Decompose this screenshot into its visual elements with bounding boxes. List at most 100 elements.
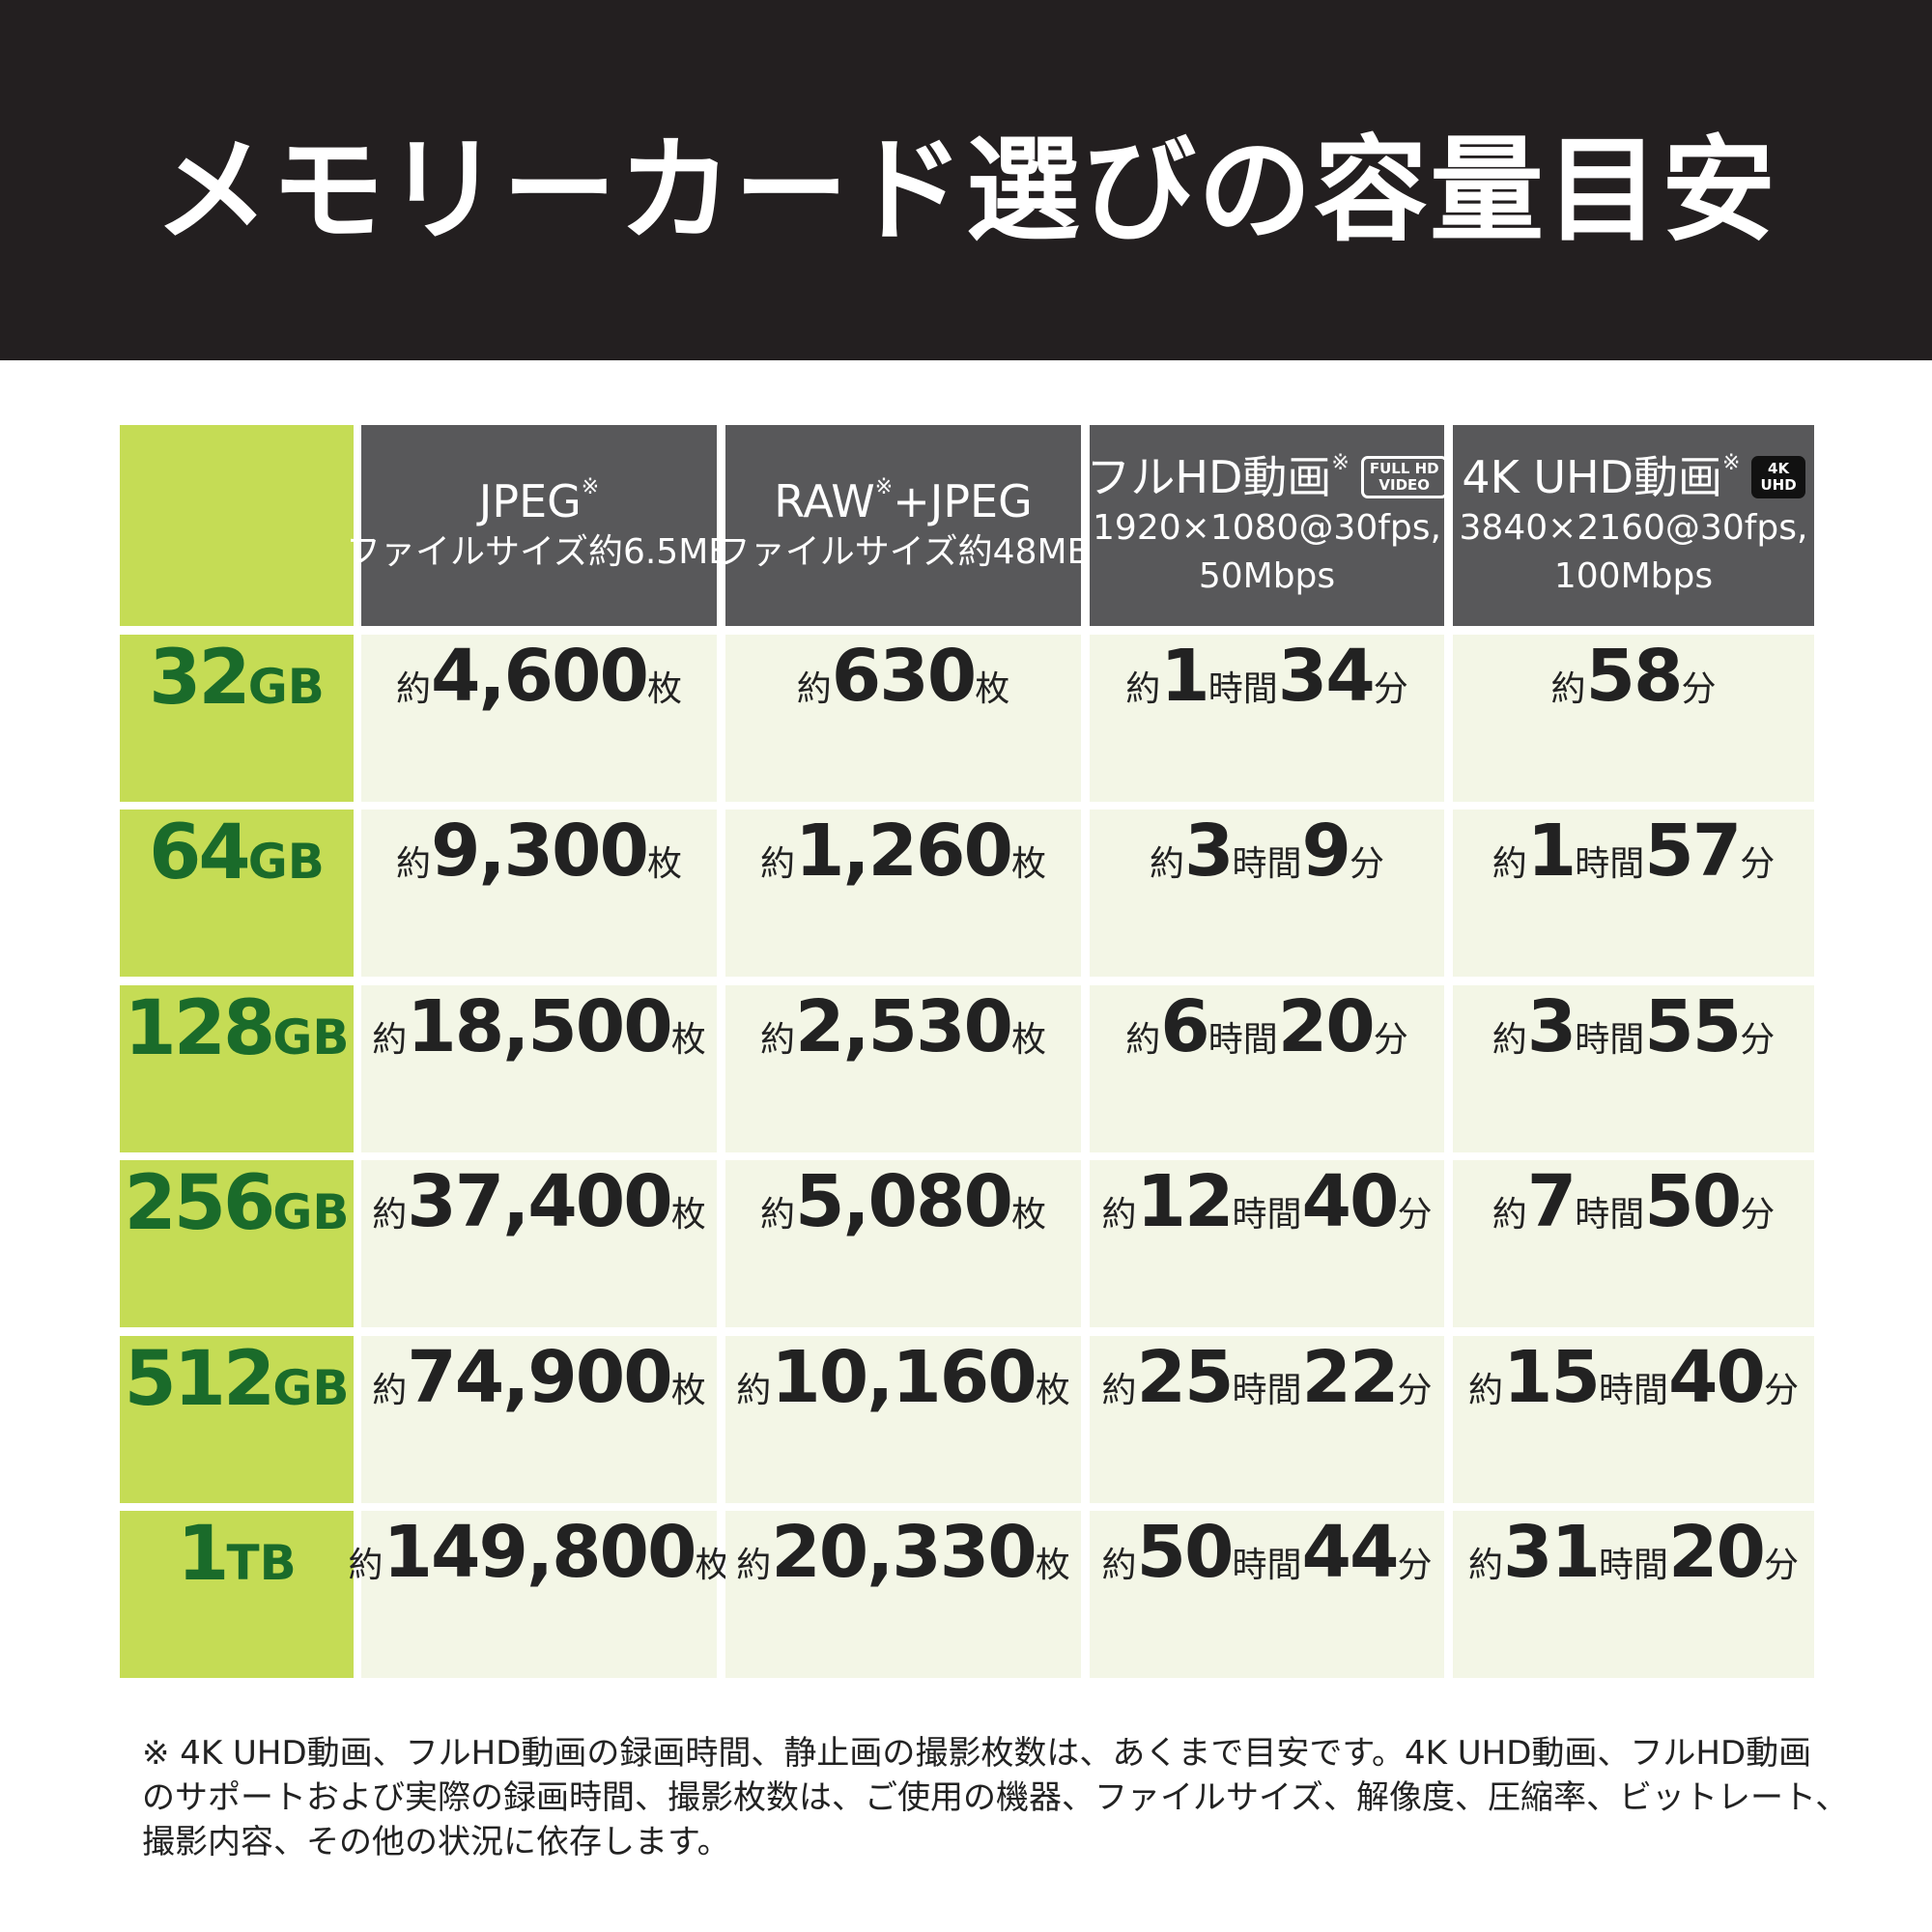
cell-number: 57 — [1644, 810, 1742, 894]
badge-text: FULL HD — [1369, 460, 1439, 477]
cell-unit: 枚 — [670, 1370, 706, 1410]
table-cell: 約 74,900 枚 — [361, 1335, 717, 1503]
table-cell: 約 1 時間 34 分 — [1090, 635, 1444, 802]
capacity-unit: GB — [272, 1009, 350, 1065]
title: メモリーカード選びの容量目安 — [154, 124, 1777, 257]
cell-unit: 約 — [1101, 1370, 1137, 1410]
cell-unit: 分 — [1397, 1195, 1433, 1236]
note-mark: ※ — [874, 475, 894, 499]
cell-unit: 約 — [1492, 1019, 1527, 1060]
capacity-label: 1 TB — [120, 1511, 354, 1678]
table-cell: 約 10,160 枚 — [725, 1335, 1081, 1503]
capacity-number: 256 — [124, 1160, 276, 1248]
cell-number: 5,080 — [794, 1160, 1013, 1244]
cell-number: 1 — [1526, 810, 1577, 894]
column-detail: ファイルサイズ約48MB — [715, 532, 1092, 572]
note-mark: ※ — [1722, 451, 1741, 475]
cell-number: 58 — [1585, 635, 1684, 718]
cell-unit: 約 — [1101, 1546, 1137, 1585]
column-name: フルHD動画 ※ FULL HD VIDEO — [1086, 450, 1448, 504]
table-cell: 約 18,500 枚 — [361, 984, 717, 1152]
table-cell: 約 3 時間 55 分 — [1453, 984, 1814, 1152]
cell-number: 7 — [1526, 1160, 1577, 1244]
cell-unit: 枚 — [647, 844, 683, 885]
cell-unit: 分 — [1373, 669, 1408, 709]
cell-unit: 枚 — [670, 1019, 706, 1060]
cell-unit: 約 — [759, 844, 795, 885]
capacity-unit: TB — [226, 1535, 297, 1591]
capacity-label: 64 GB — [120, 810, 354, 978]
cell-number: 37,400 — [407, 1160, 673, 1244]
cell-unit: 時間 — [1598, 1546, 1668, 1585]
cell-unit: 約 — [1125, 1019, 1161, 1060]
cell-unit: 約 — [372, 1019, 408, 1060]
column-header: フルHD動画 ※ FULL HD VIDEO 1920×1080@30fps, 50Mbp… — [1086, 425, 1448, 626]
cell-unit: 枚 — [975, 669, 1010, 709]
cell-unit: 分 — [1397, 1370, 1433, 1410]
capacity-number: 32 — [149, 635, 251, 722]
column-detail: 3840×2160@30fps, — [1459, 508, 1808, 548]
cell-number: 18,500 — [407, 984, 673, 1068]
cell-number: 50 — [1136, 1511, 1235, 1594]
cell-number: 630 — [831, 635, 977, 718]
table-cell: 約 6 時間 20 分 — [1090, 984, 1444, 1152]
cell-number: 12 — [1136, 1160, 1235, 1244]
column-name: JPEG ※ — [479, 474, 599, 528]
cell-number: 40 — [1668, 1335, 1766, 1419]
cell-unit: 分 — [1740, 1019, 1776, 1060]
table-cell: 約 5,080 枚 — [725, 1160, 1081, 1328]
badge-icon: 4K UHD — [1751, 456, 1805, 498]
table-cell: 約 7 時間 50 分 — [1453, 1160, 1814, 1328]
footnote-line: のサポートおよび実際の録画時間、撮影枚数は、ご使用の機器、ファイルサイズ、解像度… — [142, 1778, 1849, 1817]
cell-unit: 約 — [736, 1370, 772, 1410]
cell-unit: 約 — [348, 1546, 384, 1585]
capacity-number: 64 — [149, 810, 251, 897]
capacity-label: 256 GB — [120, 1160, 354, 1328]
cell-unit: 枚 — [1011, 844, 1047, 885]
cell-number: 40 — [1301, 1160, 1400, 1244]
badge-text: 4K — [1768, 460, 1790, 477]
cell-unit: 時間 — [1575, 1195, 1645, 1236]
footnote-line: ※ 4K UHD動画、フルHD動画の録画時間、静止画の撮影枚数は、あくまで目安で… — [142, 1734, 1812, 1773]
cell-number: 3 — [1183, 810, 1234, 894]
cell-number: 22 — [1301, 1335, 1400, 1419]
cell-unit: 分 — [1763, 1370, 1799, 1410]
cell-unit: 約 — [796, 669, 832, 709]
corner-cell — [120, 425, 354, 626]
footnote-line: 撮影内容、その他の状況に依存します。 — [142, 1823, 730, 1861]
cell-number: 20 — [1277, 984, 1376, 1068]
cell-number: 55 — [1644, 984, 1742, 1068]
cell-unit: 約 — [736, 1546, 772, 1585]
table-cell: 約 9,300 枚 — [361, 810, 717, 978]
cell-number: 3 — [1526, 984, 1577, 1068]
cell-unit: 枚 — [695, 1546, 730, 1585]
capacity-unit: GB — [272, 1359, 350, 1416]
cell-number: 20,330 — [771, 1511, 1037, 1594]
capacity-unit: GB — [247, 659, 325, 715]
badge-icon: FULL HD VIDEO — [1360, 456, 1448, 498]
capacity-number: 512 — [124, 1335, 276, 1423]
column-detail: ファイルサイズ約6.5MB — [346, 532, 732, 572]
cell-unit: 時間 — [1208, 1019, 1278, 1060]
cell-unit: 約 — [1125, 669, 1161, 709]
column-name: 4K UHD動画 ※ 4K UHD — [1462, 450, 1805, 504]
cell-number: 31 — [1503, 1511, 1601, 1594]
capacity-label: 128 GB — [120, 984, 354, 1152]
cell-number: 1 — [1160, 635, 1209, 718]
cell-unit: 約 — [1101, 1195, 1137, 1236]
cell-unit: 約 — [1467, 1370, 1503, 1410]
cell-unit: 枚 — [647, 669, 683, 709]
table-cell: 約 25 時間 22 分 — [1090, 1335, 1444, 1503]
footnote: ※ 4K UHD動画、フルHD動画の録画時間、静止画の撮影枚数は、あくまで目安で… — [142, 1731, 1848, 1864]
cell-unit: 時間 — [1575, 1019, 1645, 1060]
cell-unit: 約 — [395, 669, 431, 709]
capacity-unit: GB — [272, 1184, 350, 1241]
cell-unit: 分 — [1763, 1546, 1799, 1585]
column-detail: 1920×1080@30fps, — [1093, 508, 1441, 548]
column-title: JPEG — [478, 475, 582, 527]
cell-unit: 時間 — [1232, 1370, 1302, 1410]
badge-text: UHD — [1760, 476, 1797, 494]
table-cell: 約 3 時間 9 分 — [1090, 810, 1444, 978]
capacity-number: 1 — [177, 1511, 229, 1598]
